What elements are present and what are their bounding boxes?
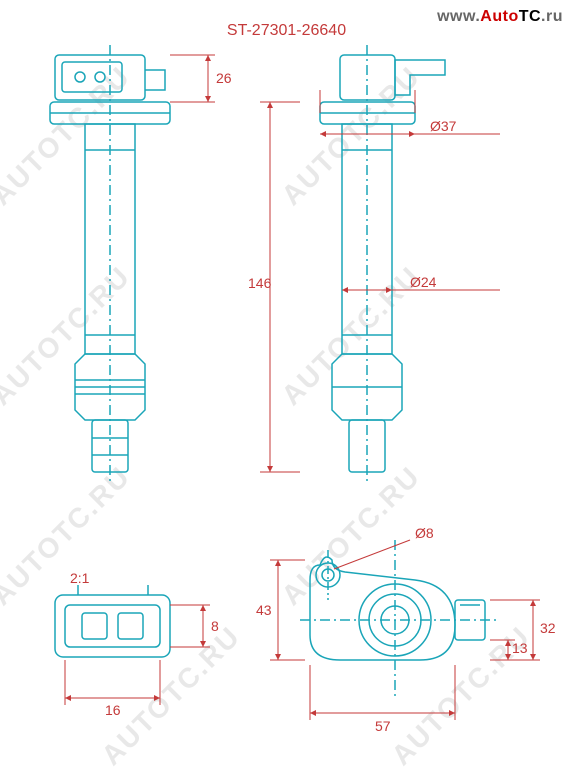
dim-connector-width: 16 <box>105 702 121 718</box>
dim-connector-height: 26 <box>216 70 232 86</box>
dim-hole-diameter: Ø8 <box>415 525 434 541</box>
technical-drawing <box>0 0 573 768</box>
dim-diameter-upper: Ø37 <box>430 118 456 134</box>
dim-flange-height: 43 <box>256 602 272 618</box>
dim-body-length: 146 <box>248 275 271 291</box>
dim-diameter-lower: Ø24 <box>410 274 436 290</box>
dim-mount-offset: 13 <box>512 640 528 656</box>
connector-detail <box>55 585 170 657</box>
top-view <box>300 540 500 700</box>
front-view <box>50 45 170 485</box>
dim-flange-width: 57 <box>375 718 391 734</box>
side-view <box>320 45 445 485</box>
dim-connector-scale: 2:1 <box>70 570 89 586</box>
dim-mount-height: 32 <box>540 620 556 636</box>
dim-connector-height-8: 8 <box>211 618 219 634</box>
